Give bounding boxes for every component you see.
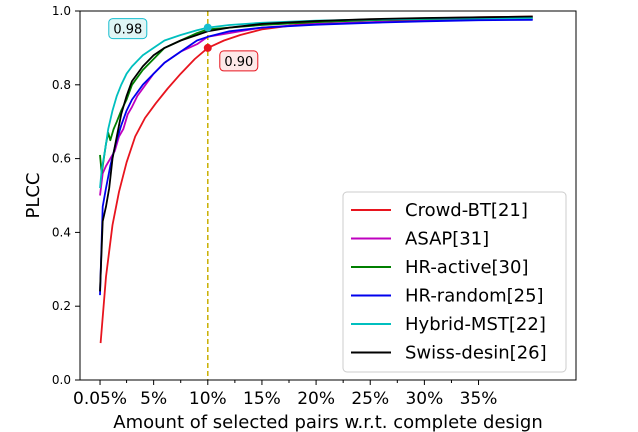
x-tick-label-1: 5% (140, 389, 167, 409)
axes-frame (79, 10, 577, 381)
legend: Crowd-BT[21] ASAP[31] HR-active[30] HR-rand… (342, 191, 567, 373)
annotation-marker-1 (203, 43, 212, 52)
legend-label-2: HR-active[30] (405, 257, 528, 278)
legend-label-5: Swiss-desin[26] (405, 343, 547, 364)
legend-box (342, 191, 567, 373)
x-tick-label-6: 30% (405, 389, 443, 409)
annotation-text-0: 0.98 (113, 23, 142, 38)
annotation-text-1: 0.90 (224, 55, 253, 70)
y-axis-label: PLCC (23, 172, 44, 218)
annotation-group: 0.98 0.90 (108, 18, 259, 72)
x-tick-label-3: 15% (243, 389, 281, 409)
annotation-label-0: 0.98 (108, 18, 148, 40)
legend-label-0: Crowd-BT[21] (405, 200, 528, 221)
annotation-label-1: 0.90 (219, 50, 259, 72)
y-tick-label-0: 0.0 (52, 373, 71, 387)
legend-label-3: HR-random[25] (405, 286, 544, 307)
x-tick-label-4: 20% (297, 389, 335, 409)
y-axis-ticks: 0.0 0.2 0.4 0.6 0.8 1.0 (52, 4, 80, 387)
annotation-marker-0 (203, 23, 212, 32)
y-tick-label-4: 0.8 (52, 78, 71, 92)
x-axis-ticks: 0.05% 5% 10% 15% 20% 25% 30% 35% (73, 380, 497, 409)
x-tick-label-0: 0.05% (73, 389, 127, 409)
marker-group (203, 23, 212, 52)
annotation-box-0 (108, 18, 148, 40)
y-tick-label-3: 0.6 (52, 152, 71, 166)
legend-label-4: Hybrid-MST[22] (405, 314, 546, 335)
x-axis-label: Amount of selected pairs w.r.t. complete… (113, 412, 542, 432)
y-tick-label-2: 0.4 (52, 225, 71, 239)
legend-label-1: ASAP[31] (405, 229, 489, 250)
axes-spines (79, 10, 577, 381)
x-tick-label-7: 35% (460, 389, 498, 409)
series-group (99, 15, 533, 344)
x-tick-label-2: 10% (189, 389, 227, 409)
series-line-swiss-desin-26 (99, 15, 533, 292)
x-tick-label-5: 25% (351, 389, 389, 409)
y-tick-label-5: 1.0 (52, 4, 71, 18)
annotation-box-1 (219, 50, 259, 72)
y-tick-label-1: 0.2 (52, 299, 71, 313)
